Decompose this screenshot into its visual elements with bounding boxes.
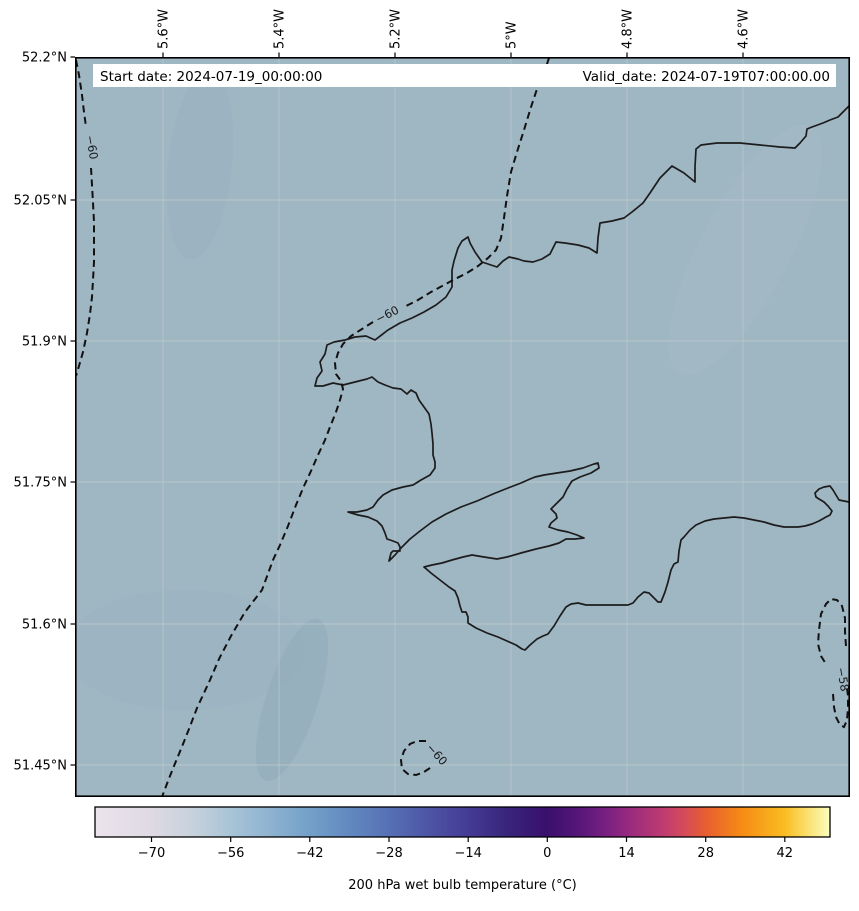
cb-tick-minus70: −70 (138, 846, 165, 861)
cb-tick-28: 28 (697, 846, 714, 861)
start-date-text: Start date: 2024-07-19_00:00:00 (100, 69, 322, 85)
contour-label-minus60-left: −60 (83, 134, 101, 160)
y-tick-label-51.9n: 51.9°N (22, 335, 67, 350)
y-axis-ticks (70, 56, 75, 766)
x-tick-label-5.6w: 5.6°W (157, 9, 172, 49)
cb-tick-minus28: −28 (375, 846, 402, 861)
x-tick-label-5.2w: 5.2°W (389, 9, 404, 49)
y-tick-label-52.2n: 52.2°N (22, 51, 67, 66)
contour-minus60-main-lower (161, 321, 374, 797)
cb-tick-14: 14 (618, 846, 635, 861)
temperature-field-background (75, 57, 850, 797)
cb-tick-minus56: −56 (217, 846, 244, 861)
y-tick-label-52.05n: 52.05°N (14, 194, 67, 209)
gridlines (75, 57, 850, 797)
map-border (75, 56, 851, 798)
map-plot: −60 −60 −60 −58 Start date: 2024-07-19_0… (75, 57, 852, 797)
x-tick-label-4.8w: 4.8°W (621, 9, 636, 49)
valid-date-text: Valid_date: 2024-07-19T07:00:00.00 (583, 69, 830, 85)
x-tick-label-5w: 5°W (505, 21, 520, 49)
contour-minus60-closed-south (399, 740, 431, 777)
x-axis-ticks (162, 52, 744, 57)
x-axis-tick-labels: 5.6°W 5.4°W 5.2°W 5°W 4.8°W 4.6°W (157, 9, 752, 49)
coastline-path (314, 105, 850, 651)
contour-minus60-main (405, 57, 550, 307)
y-tick-label-51.6n: 51.6°N (22, 618, 67, 633)
y-tick-label-51.45n: 51.45°N (14, 759, 67, 774)
field-shading (75, 70, 822, 782)
cb-tick-0: 0 (543, 846, 551, 861)
contour-minus60-left (75, 59, 87, 128)
y-axis-tick-labels: 52.2°N 52.05°N 51.9°N 51.75°N 51.6°N 51.… (14, 51, 67, 774)
contour-label-minus58-right: −58 (834, 666, 852, 692)
colorbar-axis-label: 200 hPa wet bulb temperature (°C) (348, 878, 576, 893)
contour-minus58-right-lower (832, 687, 849, 729)
colorbar (94, 806, 831, 838)
x-tick-label-5.4w: 5.4°W (273, 9, 288, 49)
contour-lines (75, 57, 849, 797)
contour-minus60-left-lower (75, 167, 95, 377)
x-tick-label-4.6w: 4.6°W (737, 9, 752, 49)
cb-tick-minus42: −42 (296, 846, 323, 861)
cb-tick-42: 42 (777, 846, 794, 861)
contour-minus58-right-upper (816, 597, 847, 665)
colorbar-ticks (150, 837, 786, 842)
colorbar-tick-labels: −70 −56 −42 −28 −14 0 14 28 42 (138, 846, 793, 861)
y-tick-label-51.75n: 51.75°N (14, 476, 67, 491)
date-annotation-band (93, 64, 836, 87)
cb-tick-minus14: −14 (454, 846, 481, 861)
